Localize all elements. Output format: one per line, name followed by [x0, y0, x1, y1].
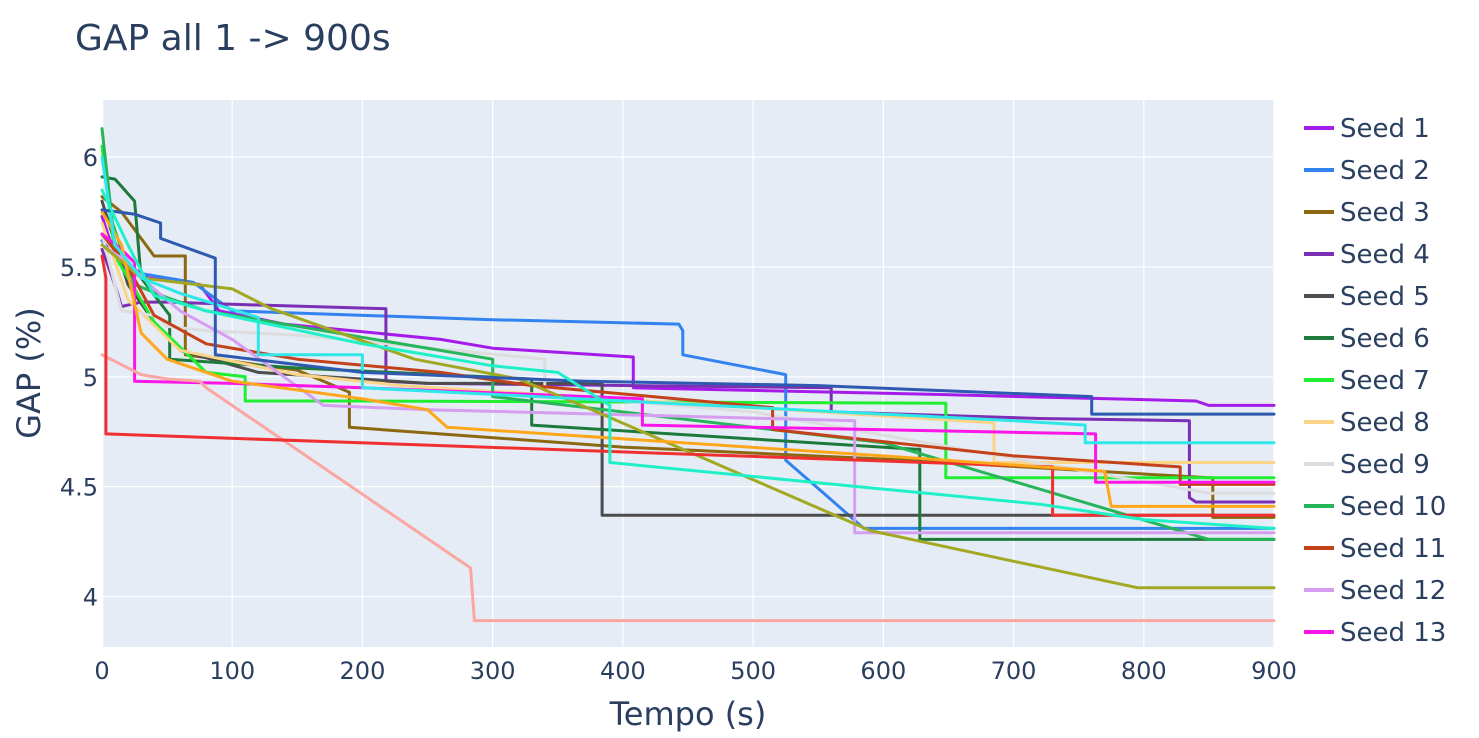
legend-item[interactable]: Seed 5 — [1304, 282, 1430, 312]
legend-label: Seed 3 — [1340, 198, 1430, 228]
legend-label: Seed 2 — [1340, 156, 1430, 186]
series-line — [100, 188, 1276, 530]
series-line — [100, 199, 1276, 517]
legend-item[interactable]: Seed 10 — [1304, 492, 1446, 522]
legend-label: Seed 12 — [1340, 576, 1446, 606]
legend-label: Seed 8 — [1340, 408, 1430, 438]
y-tick-label: 5.5 — [60, 254, 98, 282]
legend-item[interactable]: Seed 7 — [1304, 366, 1430, 396]
series-lines — [100, 127, 1276, 623]
legend-item[interactable]: Seed 4 — [1304, 240, 1430, 270]
legend-item[interactable]: Seed 6 — [1304, 324, 1430, 354]
legend-label: Seed 5 — [1340, 282, 1430, 312]
y-tick-label: 6 — [83, 144, 98, 172]
chart-title: GAP all 1 -> 900s — [75, 18, 391, 59]
legend-item[interactable]: Seed 2 — [1304, 156, 1430, 186]
y-tick-label: 5 — [83, 364, 98, 392]
legend-label: Seed 11 — [1340, 534, 1446, 564]
legend: Seed 1 Seed 2 Seed 3 Seed 4 Seed 5 Seed 6 Seed… — [1304, 114, 1446, 648]
series-line — [100, 243, 1276, 590]
x-tick-label: 300 — [470, 657, 516, 685]
x-tick-label: 0 — [94, 657, 109, 685]
y-tick-label: 4 — [83, 583, 98, 611]
legend-item[interactable]: Seed 8 — [1304, 408, 1430, 438]
axis-ticks: 0 100 200 300 400 500 600 700 800 900 4 4.5 5 5.5 6 — [60, 144, 1297, 685]
legend-item[interactable]: Seed 1 — [1304, 114, 1430, 144]
legend-label: Seed 10 — [1340, 492, 1446, 522]
legend-item[interactable]: Seed 13 — [1304, 618, 1446, 648]
series-line — [100, 208, 1276, 416]
x-tick-label: 400 — [600, 657, 646, 685]
x-tick-label: 600 — [860, 657, 906, 685]
series-line — [100, 155, 1276, 445]
x-tick-label: 200 — [340, 657, 386, 685]
legend-label: Seed 6 — [1340, 324, 1430, 354]
x-tick-label: 800 — [1121, 657, 1167, 685]
series-line — [100, 239, 1276, 530]
legend-item[interactable]: Seed 9 — [1304, 450, 1430, 480]
legend-item[interactable]: Seed 12 — [1304, 576, 1446, 606]
series-line — [100, 232, 1276, 495]
legend-label: Seed 4 — [1340, 240, 1430, 270]
legend-item[interactable]: Seed 11 — [1304, 534, 1446, 564]
x-tick-label: 100 — [209, 657, 255, 685]
x-tick-label: 500 — [730, 657, 776, 685]
gridlines — [100, 100, 1275, 647]
legend-label: Seed 7 — [1340, 366, 1430, 396]
legend-label: Seed 13 — [1340, 618, 1446, 648]
x-axis-title: Tempo (s) — [609, 695, 767, 733]
series-line — [100, 210, 1276, 508]
legend-label: Seed 1 — [1340, 114, 1430, 144]
legend-item[interactable]: Seed 3 — [1304, 198, 1430, 228]
y-tick-label: 4.5 — [60, 474, 98, 502]
x-tick-label: 900 — [1251, 657, 1297, 685]
y-axis-title: GAP (%) — [10, 307, 48, 439]
x-tick-label: 700 — [991, 657, 1037, 685]
legend-label: Seed 9 — [1340, 450, 1430, 480]
series-line — [100, 353, 1276, 623]
series-line — [100, 254, 1276, 517]
series-line — [100, 175, 1276, 541]
